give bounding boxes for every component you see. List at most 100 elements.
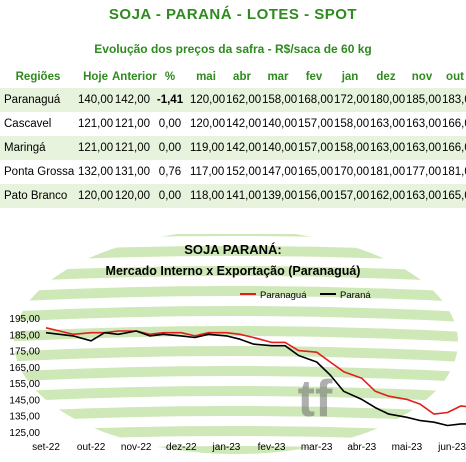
x-tick-label: dez-22 [166, 442, 197, 453]
legend-label: Paraná [340, 290, 371, 301]
table-cell: 140,00 [262, 118, 298, 130]
table-row: Pato Branco 120,00 120,00 0,00 118,00 141,00 1… [0, 184, 466, 208]
table-cell: 152,00 [226, 166, 262, 178]
column-header: dez [376, 71, 396, 83]
table-cell: 140,00 [260, 136, 297, 160]
table-cell: 165,00 [298, 166, 334, 178]
column-header: out [446, 71, 464, 83]
table-cell: 131,00 [114, 166, 150, 178]
y-tick-label: 155,00 [9, 379, 40, 390]
column-header: jan [341, 71, 359, 83]
region-name: Paranaguá [0, 88, 76, 112]
table-cell: 185,00 [404, 88, 441, 112]
table-cell: 156,00 [296, 184, 333, 208]
table-cell: 121,00 [110, 136, 152, 160]
table-cell: 177,00 [406, 166, 442, 178]
table-cell: 0,00 [152, 136, 188, 160]
table-cell: 181,00 [370, 166, 406, 178]
background-stripe [14, 234, 458, 242]
region-name: Ponta Grossa [4, 166, 75, 178]
table-cell: 142,00 [110, 88, 152, 112]
y-tick-label: 165,00 [9, 363, 40, 374]
table-cell: 157,00 [298, 118, 334, 130]
page-subtitle: Evolução dos preços da safra - R$/saca d… [94, 42, 372, 56]
table-cell: 158,00 [260, 88, 297, 112]
y-tick-label: 185,00 [9, 330, 40, 341]
column-header: nov [411, 71, 433, 83]
x-tick-label: jun-23 [437, 442, 466, 453]
table-cell: 0,00 [158, 118, 182, 130]
x-tick-label: out-22 [77, 442, 106, 453]
region-name: Pato Branco [0, 184, 76, 208]
table-cell: 120,00 [190, 118, 226, 130]
y-tick-label: 195,00 [9, 314, 40, 325]
table-cell: 163,00 [406, 118, 442, 130]
table-cell: 140,00 [76, 88, 113, 112]
table-body: Paranaguá 140,00 142,00 -1,41 120,00 162,00 15… [0, 88, 466, 208]
price-table: Regiões Hoje Anterior % mai abr mar fev … [0, 66, 466, 208]
table-cell: 165,00 [440, 184, 466, 208]
table-cell: 121,00 [76, 136, 113, 160]
series-line-paranagua [45, 327, 466, 415]
background-stripe [14, 306, 458, 322]
table-cell: 183,00 [440, 88, 466, 112]
column-header: Anterior [112, 71, 157, 83]
table-cell: 118,00 [188, 184, 224, 208]
table-cell: 121,00 [78, 118, 114, 130]
table-cell: 0,00 [152, 184, 188, 208]
x-tick-label: nov-22 [121, 442, 152, 453]
table-cell: 180,00 [368, 88, 405, 112]
legend-label: Paranaguá [260, 290, 307, 301]
table-cell: 119,00 [188, 136, 224, 160]
background-stripe [14, 246, 458, 262]
table-row: Cascavel 121,00 121,00 0,00 120,00 142,00 140,… [0, 112, 466, 136]
table-cell: 139,00 [260, 184, 297, 208]
table-cell: 162,00 [224, 88, 261, 112]
series-line-parana [45, 330, 466, 427]
table-cell: 142,00 [224, 136, 261, 160]
table-cell: 141,00 [224, 184, 261, 208]
column-header: mar [267, 71, 289, 83]
watermark-logo: tf [298, 370, 333, 428]
table-cell: 117,00 [190, 166, 225, 178]
table-cell: 163,00 [368, 136, 405, 160]
y-tick-label: 125,00 [9, 428, 40, 439]
column-header: Regiões [15, 71, 61, 83]
table-row: Maringá 121,00 121,00 0,00 119,00 142,00 140,0… [0, 136, 466, 160]
column-header: fev [305, 71, 323, 83]
table-cell: 120,00 [188, 88, 225, 112]
table-cell: 147,00 [262, 166, 298, 178]
table-cell: 158,00 [334, 118, 370, 130]
table-cell: 0,76 [158, 166, 182, 178]
table-cell: 120,00 [76, 184, 113, 208]
background-stripe [14, 426, 458, 442]
background-stripe [14, 266, 458, 282]
table-cell: 166,00 [442, 118, 466, 130]
chart-subtitle: Mercado Interno x Exportação (Paranaguá) [106, 264, 361, 278]
x-tick-label: fev-23 [258, 442, 286, 453]
column-header: mai [196, 71, 216, 83]
table-cell: 163,00 [404, 136, 441, 160]
table-cell: 172,00 [332, 88, 369, 112]
table-cell: 170,00 [334, 166, 370, 178]
column-header: Hoje [83, 71, 108, 83]
table-cell: 166,00 [440, 136, 466, 160]
table-row: Paranaguá 140,00 142,00 -1,41 120,00 162,00 15… [0, 88, 466, 112]
page-title: SOJA - PARANÁ - LOTES - SPOT [108, 6, 358, 23]
background-stripe [14, 286, 458, 302]
price-line-chart: SOJA PARANÁ: Mercado Interno x Exportação… [9, 234, 466, 454]
table-cell: 157,00 [296, 136, 333, 160]
column-header: % [164, 71, 176, 83]
table-cell: 157,00 [332, 184, 369, 208]
x-tick-label: mar-23 [301, 442, 333, 453]
y-tick-label: 135,00 [9, 412, 40, 423]
table-cell: 181,00 [442, 166, 466, 178]
region-name: Cascavel [4, 118, 52, 130]
table-cell: 168,00 [296, 88, 333, 112]
table-cell: 163,00 [370, 118, 406, 130]
background-stripe [14, 346, 458, 362]
chart-title: SOJA PARANÁ: [184, 242, 282, 257]
background-stripe [14, 386, 458, 402]
x-tick-label: jan-23 [212, 442, 241, 453]
table-cell: 120,00 [110, 184, 152, 208]
